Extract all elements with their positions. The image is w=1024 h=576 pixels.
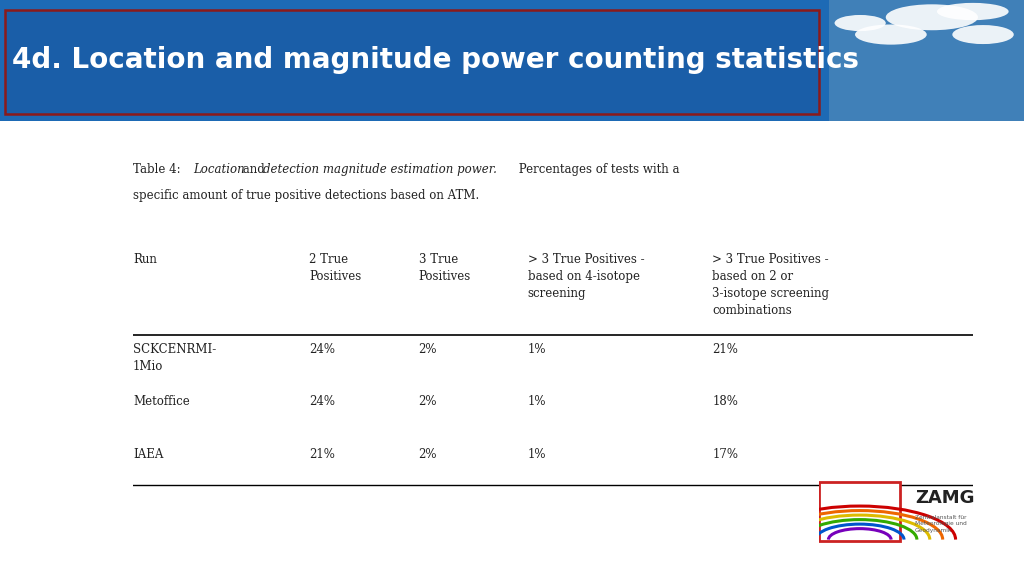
Text: SCKCENRMI-
1Mio: SCKCENRMI- 1Mio (133, 343, 216, 373)
Text: 18%: 18% (713, 395, 738, 408)
Ellipse shape (835, 15, 886, 31)
Ellipse shape (855, 25, 927, 45)
Text: 21%: 21% (309, 448, 335, 461)
Text: 4d. Location and magnitude power counting statistics: 4d. Location and magnitude power countin… (12, 47, 859, 74)
FancyBboxPatch shape (829, 0, 1024, 121)
FancyBboxPatch shape (819, 482, 900, 541)
Text: 3 True
Positives: 3 True Positives (419, 253, 471, 283)
Text: Table 4:: Table 4: (133, 163, 184, 176)
FancyBboxPatch shape (0, 121, 1024, 576)
FancyBboxPatch shape (5, 10, 819, 114)
Text: 17%: 17% (713, 448, 738, 461)
Text: > 3 True Positives -
based on 4-isotope
screening: > 3 True Positives - based on 4-isotope … (527, 253, 644, 300)
Text: 2%: 2% (419, 395, 437, 408)
Text: Run: Run (133, 253, 157, 266)
Text: > 3 True Positives -
based on 2 or
3-isotope screening
combinations: > 3 True Positives - based on 2 or 3-iso… (713, 253, 829, 317)
Text: 1%: 1% (527, 343, 546, 356)
Text: 2%: 2% (419, 343, 437, 356)
Text: specific amount of true positive detections based on ATM.: specific amount of true positive detecti… (133, 189, 479, 202)
Text: ZAMG: ZAMG (915, 489, 975, 507)
FancyBboxPatch shape (0, 0, 829, 121)
Text: and: and (239, 163, 268, 176)
Text: detection magnitude estimation power.: detection magnitude estimation power. (263, 163, 497, 176)
Text: 24%: 24% (309, 395, 336, 408)
Text: Metoffice: Metoffice (133, 395, 189, 408)
Text: Percentages of tests with a: Percentages of tests with a (515, 163, 680, 176)
Ellipse shape (886, 4, 978, 31)
Ellipse shape (937, 3, 1009, 20)
Text: 2%: 2% (419, 448, 437, 461)
Text: 2 True
Positives: 2 True Positives (309, 253, 361, 283)
Text: 24%: 24% (309, 343, 336, 356)
Text: Zentralanstalt für
Meteorologie und
Geodynamik: Zentralanstalt für Meteorologie und Geod… (915, 515, 967, 533)
Ellipse shape (952, 25, 1014, 44)
Text: 21%: 21% (713, 343, 738, 356)
Text: 1%: 1% (527, 448, 546, 461)
Text: IAEA: IAEA (133, 448, 164, 461)
Text: Location: Location (194, 163, 246, 176)
Text: 1%: 1% (527, 395, 546, 408)
